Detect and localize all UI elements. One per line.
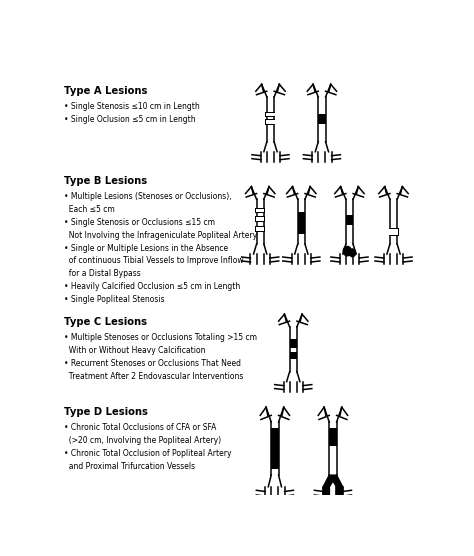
- Bar: [266, 113, 274, 116]
- Bar: [389, 229, 399, 236]
- Text: Type D Lesions: Type D Lesions: [64, 407, 148, 417]
- Bar: [290, 352, 297, 359]
- Text: Type A Lesions: Type A Lesions: [64, 86, 147, 96]
- Polygon shape: [323, 475, 343, 499]
- Bar: [346, 215, 353, 225]
- Circle shape: [349, 249, 356, 257]
- Text: Type C Lesions: Type C Lesions: [64, 317, 147, 327]
- Bar: [265, 120, 275, 125]
- Bar: [256, 227, 264, 231]
- Bar: [256, 209, 264, 212]
- Bar: [318, 114, 326, 124]
- Bar: [255, 226, 265, 232]
- Bar: [265, 112, 275, 117]
- Text: Type B Lesions: Type B Lesions: [64, 176, 147, 186]
- Bar: [389, 230, 398, 235]
- Bar: [290, 339, 297, 349]
- Bar: [256, 217, 264, 221]
- Bar: [298, 212, 305, 234]
- Bar: [255, 216, 265, 222]
- Circle shape: [343, 246, 351, 256]
- Bar: [266, 120, 274, 124]
- Text: • Multiple Stenoses or Occlusions Totaling >15 cm
  With or Without Heavy Calcif: • Multiple Stenoses or Occlusions Totali…: [64, 334, 257, 381]
- Bar: [271, 429, 279, 469]
- Bar: [255, 208, 265, 213]
- Bar: [329, 429, 337, 446]
- Text: • Multiple Lesions (Stenoses or Occlusions),
  Each ≤5 cm
• Single Stenosis or O: • Multiple Lesions (Stenoses or Occlusio…: [64, 192, 257, 304]
- Text: • Chronic Total Occlusions of CFA or SFA
  (>20 cm, Involving the Popliteal Arte: • Chronic Total Occlusions of CFA or SFA…: [64, 423, 231, 471]
- Text: • Single Stenosis ≤10 cm in Length
• Single Oclusion ≤5 cm in Length: • Single Stenosis ≤10 cm in Length • Sin…: [64, 102, 200, 124]
